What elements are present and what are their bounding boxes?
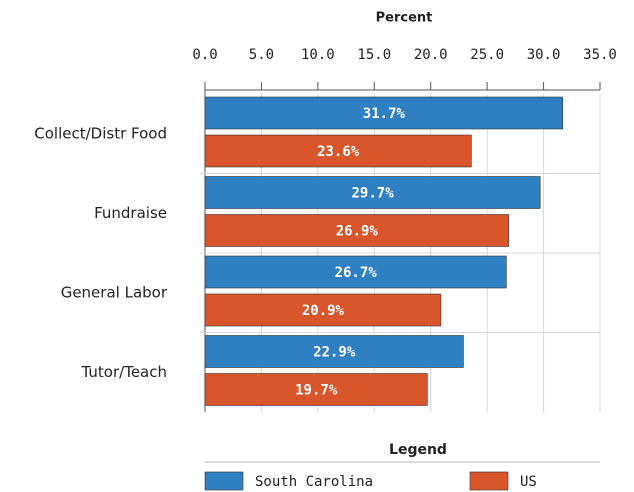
- y-tick-label: Tutor/Teach: [81, 363, 167, 381]
- data-label: 20.9%: [302, 303, 345, 319]
- legend-label: South Carolina: [255, 474, 373, 490]
- y-tick-label: Collect/Distr Food: [34, 124, 167, 142]
- bar: [204, 176, 541, 209]
- bar: [204, 134, 472, 168]
- data-label: 22.9%: [313, 345, 356, 361]
- data-label: 29.7%: [352, 186, 395, 202]
- data-label: 26.7%: [335, 265, 378, 281]
- legend-swatch: [469, 471, 509, 491]
- legend-title: Legend: [389, 442, 447, 458]
- data-label: 19.7%: [295, 383, 338, 399]
- data-label: 23.6%: [317, 144, 360, 160]
- bar: [204, 293, 442, 327]
- legend-swatch: [204, 471, 244, 491]
- x-tick-label: 5.0: [249, 47, 274, 63]
- data-label: 31.7%: [363, 106, 406, 122]
- x-tick-label: 10.0: [301, 47, 335, 63]
- bar: [204, 255, 507, 289]
- x-tick-label: 15.0: [357, 47, 391, 63]
- x-tick-label: 0.0: [192, 47, 217, 63]
- x-tick-label: 25.0: [470, 47, 504, 63]
- bar: [204, 335, 464, 368]
- data-label: 26.9%: [336, 224, 379, 240]
- bar: [204, 214, 509, 247]
- legend-label: US: [520, 474, 537, 490]
- y-tick-label: General Labor: [61, 283, 168, 301]
- x-tick-label: 30.0: [527, 47, 561, 63]
- x-tick-label: 20.0: [414, 47, 448, 63]
- y-tick-label: Fundraise: [94, 204, 167, 222]
- x-tick-label: 35.0: [583, 47, 617, 63]
- bar: [204, 96, 564, 130]
- axis-label: Percent: [376, 11, 433, 26]
- bar: [204, 373, 428, 406]
